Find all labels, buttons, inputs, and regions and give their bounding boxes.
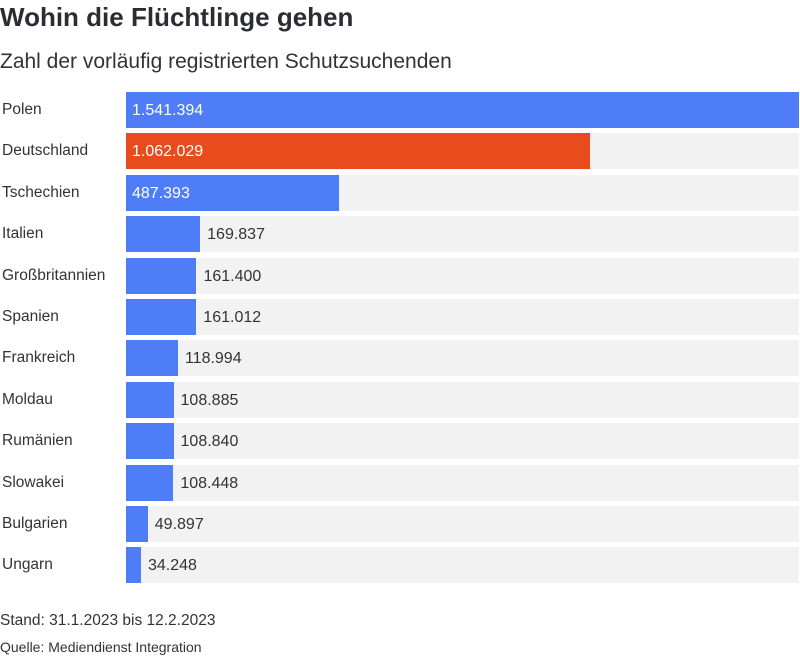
bar-row: Italien 169.837	[0, 216, 800, 253]
bar	[126, 381, 174, 418]
category-label: Polen	[2, 101, 42, 118]
value-label: 1.541.394	[132, 102, 204, 119]
bar	[126, 340, 178, 377]
bar-row: Polen 1.541.394	[0, 92, 800, 128]
value-label: 1.062.029	[132, 143, 204, 161]
category-label: Ungarn	[2, 556, 53, 574]
bar-track	[126, 423, 799, 460]
chart-title: Wohin die Flüchtlinge gehen	[0, 2, 354, 32]
bar	[126, 464, 174, 501]
value-label: 108.885	[180, 391, 239, 409]
bar	[126, 423, 174, 460]
category-label: Großbritannien	[2, 266, 106, 284]
bar	[126, 133, 590, 170]
bar-row: Großbritannien 161.400	[0, 257, 800, 294]
bar	[126, 299, 197, 335]
bar	[126, 216, 201, 253]
bar-row: Tschechien 487.393	[0, 174, 800, 211]
value-label: 487.393	[132, 184, 190, 202]
bar-row: Moldau 108.885	[0, 381, 800, 418]
bar-track	[126, 547, 799, 584]
category-label: Moldau	[2, 390, 53, 408]
bar-chart: Polen 1.541.394 Deutschland 1.062.029 Tschec…	[0, 92, 800, 586]
value-label: 161.400	[203, 267, 262, 285]
value-label: 49.897	[154, 516, 204, 533]
bar	[126, 174, 339, 211]
bar-row: Frankreich 118.994	[0, 340, 800, 377]
value-label: 108.840	[180, 433, 239, 451]
value-label: 118.994	[184, 350, 242, 368]
category-label: Rumänien	[2, 432, 73, 450]
bar-row: Bulgarien 49.897	[0, 506, 800, 542]
category-label: Bulgarien	[2, 515, 68, 532]
bar-track	[126, 381, 799, 418]
bar-track	[126, 340, 799, 377]
category-label: Italien	[2, 225, 44, 243]
bar-row: Spanien 161.012	[0, 299, 800, 335]
bar	[126, 506, 148, 542]
bar-row: Slowakei 108.448	[0, 464, 800, 501]
category-label: Spanien	[2, 308, 59, 325]
source-note: Quelle: Mediendienst Integration	[0, 639, 202, 655]
bar-track	[126, 216, 799, 253]
bar-track	[126, 464, 799, 501]
category-label: Frankreich	[2, 349, 76, 367]
date-range-note: Stand: 31.1.2023 bis 12.2.2023	[0, 612, 216, 629]
category-label: Tschechien	[2, 183, 80, 201]
bar-track	[126, 299, 799, 335]
bar-track	[126, 257, 799, 294]
bar-row: Ungarn 34.248	[0, 547, 800, 584]
value-label: 169.837	[207, 226, 265, 244]
chart-subtitle: Zahl der vorläufig registrierten Schutzs…	[0, 50, 452, 73]
bar-track	[126, 506, 799, 542]
bar	[126, 92, 799, 128]
value-label: 108.448	[180, 474, 239, 492]
value-label: 34.248	[147, 557, 197, 575]
bar-row: Deutschland 1.062.029	[0, 133, 800, 170]
value-label: 161.012	[203, 309, 262, 326]
bar	[126, 547, 141, 584]
bar-row: Rumänien 108.840	[0, 423, 800, 460]
category-label: Deutschland	[2, 142, 89, 160]
bar	[126, 257, 197, 294]
category-label: Slowakei	[2, 473, 65, 491]
